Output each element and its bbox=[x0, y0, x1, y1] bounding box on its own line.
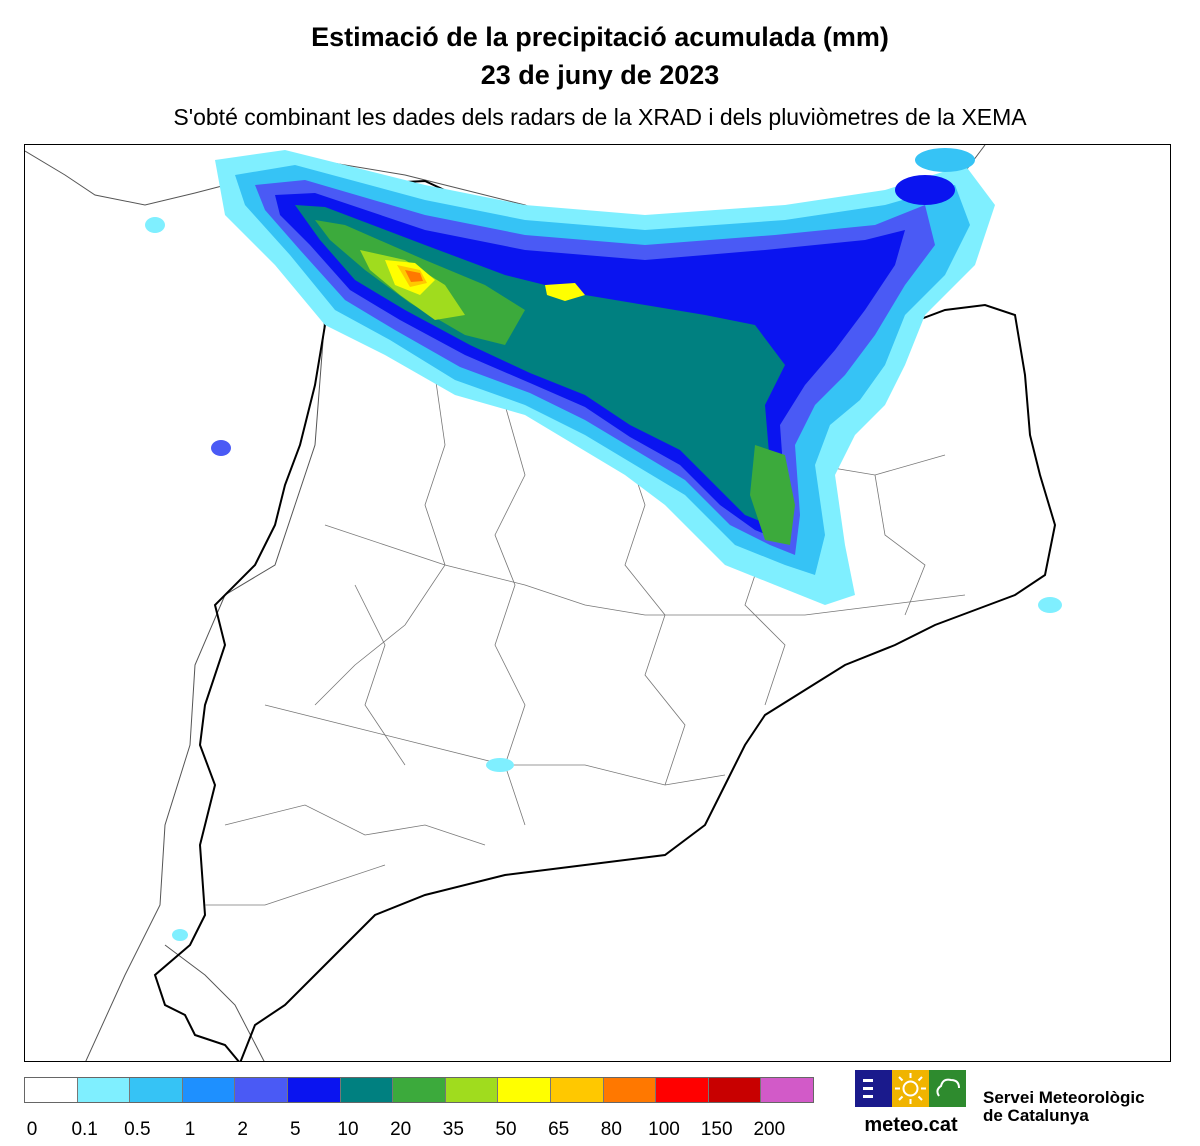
logo-cloud-icon bbox=[929, 1070, 966, 1107]
legend-swatch bbox=[550, 1078, 604, 1102]
logo-text: meteo.cat bbox=[864, 1114, 958, 1136]
legend-swatch bbox=[603, 1078, 657, 1102]
logo-sun-icon bbox=[892, 1070, 929, 1107]
legend-tick-label: 100 bbox=[648, 1119, 680, 1140]
legend-swatch bbox=[235, 1078, 288, 1102]
legend-tick-label: 2 bbox=[237, 1119, 248, 1140]
precipitation-legend-bar bbox=[24, 1077, 814, 1103]
legend-swatch bbox=[445, 1078, 499, 1102]
legend-tick-label: 0.5 bbox=[124, 1119, 151, 1140]
map-title: Estimació de la precipitació acumulada (… bbox=[311, 22, 889, 52]
legend-swatch bbox=[182, 1078, 236, 1102]
legend-swatch bbox=[393, 1078, 446, 1102]
aragon-border bbox=[85, 156, 326, 1061]
legend-tick-label: 80 bbox=[600, 1119, 622, 1140]
legend-swatch bbox=[340, 1078, 394, 1102]
organization-name-line1: Servei Meteorològic bbox=[983, 1088, 1145, 1107]
legend-tick-label: 50 bbox=[495, 1119, 517, 1140]
legend-tick-label: 5 bbox=[290, 1119, 301, 1140]
legend-tick-label: 1 bbox=[184, 1119, 196, 1140]
valencia-border bbox=[164, 944, 265, 1061]
meteocat-logo bbox=[855, 1070, 967, 1142]
legend-tick-label: 200 bbox=[753, 1119, 786, 1140]
legend-swatch bbox=[77, 1078, 131, 1102]
legend-swatch bbox=[287, 1078, 341, 1102]
organization-name-line2: de Catalunya bbox=[983, 1106, 1089, 1125]
legend-swatch bbox=[708, 1078, 762, 1102]
legend-tick-label: 65 bbox=[548, 1119, 570, 1140]
precipitation-map bbox=[24, 144, 1171, 1062]
legend-tick-label: 0.1 bbox=[71, 1119, 98, 1140]
legend-tick-label: 20 bbox=[390, 1119, 412, 1140]
precipitation-field bbox=[145, 148, 1062, 941]
map-subtitle: S'obté combinant les dades dels radars d… bbox=[173, 104, 1027, 130]
legend-swatch bbox=[656, 1078, 709, 1102]
legend-tick-label: 0 bbox=[26, 1119, 38, 1140]
legend-tick-label: 150 bbox=[700, 1119, 733, 1140]
logo-menu-icon bbox=[855, 1070, 892, 1107]
legend-tick-label: 10 bbox=[337, 1119, 359, 1140]
map-date: 23 de juny de 2023 bbox=[480, 60, 720, 90]
legend-swatch bbox=[130, 1078, 183, 1102]
legend-swatch bbox=[761, 1078, 813, 1102]
legend-swatch bbox=[25, 1078, 78, 1102]
legend-tick-label: 35 bbox=[442, 1119, 464, 1140]
legend-swatch bbox=[498, 1078, 551, 1102]
